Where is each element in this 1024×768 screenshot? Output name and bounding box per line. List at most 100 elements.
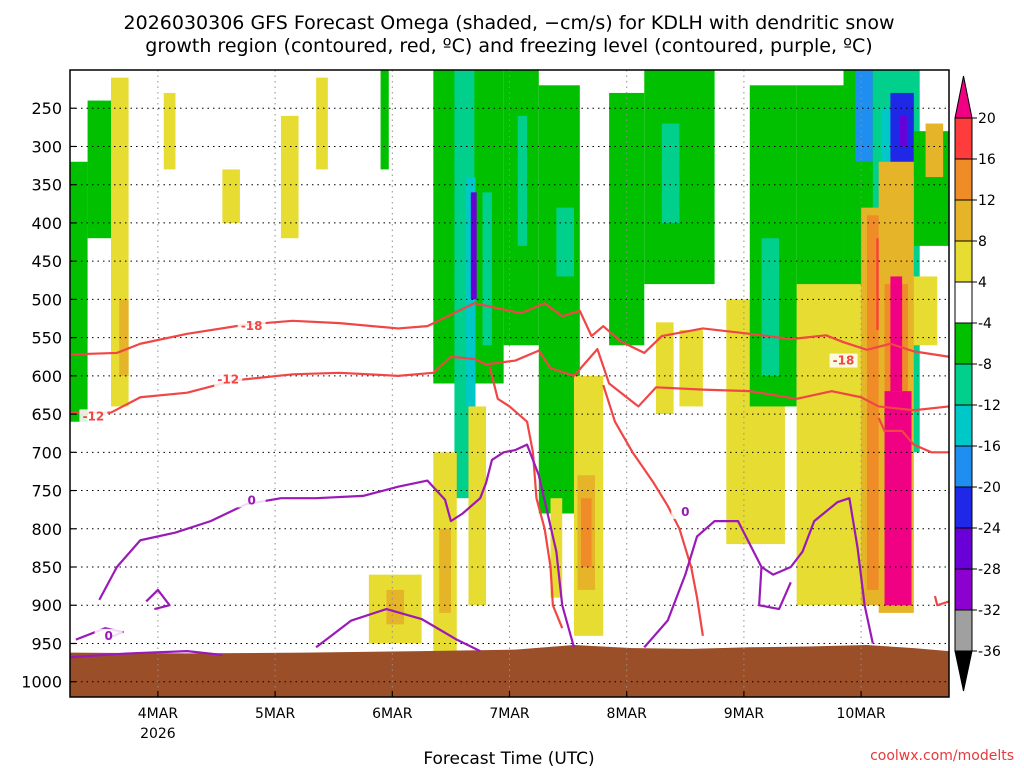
omega-cell-13: [466, 177, 476, 407]
colorbar-label-9: 4: [978, 275, 987, 291]
colorbar-swatch-1: [954, 609, 973, 652]
xtick-label-9MAR: 9MAR: [724, 706, 765, 722]
omega-cell-7: [316, 77, 328, 170]
omega-cell-6: [280, 115, 299, 239]
xtick-label-4MAR: 4MAR: [138, 706, 179, 722]
contour-label-dgz-minus-12-upper: -12: [217, 373, 239, 387]
omega-cell-31: [679, 329, 703, 407]
ytick-label-450: 450: [31, 252, 62, 271]
omega-cell-22: [556, 207, 574, 277]
contour-dgz-minus-12-right: [602, 384, 704, 636]
contour-freezing-level-right: [643, 497, 874, 649]
colorbar-swatch-12: [954, 158, 973, 201]
contour-dgz-minus-18-right-ticks: [877, 417, 949, 454]
xtick-label-6MAR: 6MAR: [372, 706, 413, 722]
y-axis-ticks: 250 300 350 400 450 500 550 600 650 700 750 800 850 9…: [21, 99, 76, 692]
omega-cell-15: [482, 192, 492, 346]
omega-cell-10: [386, 589, 405, 625]
colorbar-label-2: -28: [978, 562, 1001, 578]
ytick-label-900: 900: [31, 596, 62, 615]
contour-lines: -18 -12 -12 -18 0 0 0: [69, 302, 950, 659]
omega-cell-37: [855, 70, 873, 162]
colorbar-bottom-arrow: [954, 650, 973, 692]
ytick-label-600: 600: [31, 367, 62, 386]
contour-label-bg-freezing-level-left-loop: [94, 628, 123, 643]
colorbar-label-7: -8: [978, 357, 992, 373]
colorbar-label-13: 20: [978, 111, 996, 127]
colorbar-swatch-5: [954, 445, 973, 488]
contour-dgz-minus-18: [69, 302, 950, 358]
chart-title-line-2: growth region (contoured, red, ºC) and f…: [145, 35, 872, 57]
colorbar-label-0: -36: [978, 644, 1001, 660]
grid-lines: [70, 70, 949, 697]
omega-cell-18: [468, 406, 487, 606]
omega-cell-41: [899, 115, 907, 147]
omega-cell-30: [656, 322, 674, 415]
ytick-label-750: 750: [31, 482, 62, 501]
colorbar-swatch-10: [954, 240, 973, 283]
colorbar-swatch-9: [954, 281, 973, 324]
colorbar-label-1: -32: [978, 603, 1001, 619]
omega-cell-34: [761, 238, 780, 376]
omega-cell-29: [661, 123, 680, 223]
xtick-label-10MAR: 10MAR: [836, 706, 885, 722]
colorbar-label-6: -12: [978, 398, 1001, 414]
ytick-label-300: 300: [31, 137, 62, 156]
colorbar-label-10: 8: [978, 234, 987, 250]
omega-cell-8: [380, 70, 389, 170]
omega-cell-51: [884, 391, 912, 606]
x-axis-ticks: 4MAR 2026 5MAR 6MAR 7MAR 8MAR 9MAR 10MAR: [138, 691, 886, 742]
omega-cell-26: [580, 498, 592, 568]
colorbar-swatch-8: [954, 322, 973, 365]
terrain: [70, 645, 949, 697]
contour-label-freezing-level-main: 0: [247, 493, 255, 507]
colorbar-swatch-7: [954, 363, 973, 406]
omega-cell-14: [470, 192, 477, 300]
ytick-label-1000: 1000: [21, 673, 62, 692]
contour-label-bg-dgz-minus-12-upper: [214, 372, 243, 387]
ytick-label-700: 700: [31, 443, 62, 462]
ytick-label-850: 850: [31, 558, 62, 577]
xtick-label-8MAR: 8MAR: [607, 706, 648, 722]
colorbar-swatch-3: [954, 527, 973, 570]
contour-label-bg-freezing-level-right: [671, 504, 700, 519]
chart-title-line-1: 2026030306 GFS Forecast Omega (shaded, −…: [124, 12, 895, 34]
x-axis-label: Forecast Time (UTC): [423, 749, 594, 768]
ytick-label-350: 350: [31, 176, 62, 195]
terrain-fill: [70, 645, 949, 697]
colorbar-label-3: -24: [978, 521, 1001, 537]
xtick-label-5MAR: 5MAR: [255, 706, 296, 722]
omega-cell-21: [538, 85, 580, 514]
xtick-label-7MAR: 7MAR: [489, 706, 530, 722]
contour-freezing-level-lower-arc: [315, 607, 481, 653]
contour-dgz-minus-12-upper: [70, 347, 950, 414]
omega-cell-0: [70, 161, 88, 422]
ytick-label-400: 400: [31, 214, 62, 233]
colorbar-label-4: -20: [978, 480, 1001, 496]
colorbar-swatch-13: [954, 117, 973, 160]
contour-dgz-minus-12-lower: [488, 366, 564, 629]
omega-cell-43: [925, 123, 944, 178]
xtick-sublabel-4MAR: 2026: [140, 726, 176, 742]
ytick-label-250: 250: [31, 99, 62, 118]
colorbar: -36 -32 -28 -24 -20 -16 -12 -8 -4 4 8 12 16 20: [954, 75, 1001, 692]
colorbar-swatch-11: [954, 199, 973, 242]
omega-cell-3: [119, 299, 129, 376]
contour-label-freezing-level-left-loop: 0: [104, 629, 112, 643]
omega-cell-52: [890, 276, 903, 392]
contour-label-freezing-level-right: 0: [681, 505, 689, 519]
ytick-label-500: 500: [31, 290, 62, 309]
credit-label: coolwx.com/modelts: [870, 748, 1014, 764]
omega-cell-17: [439, 528, 451, 613]
contour-dgz-minus-12-box: [933, 595, 950, 607]
omega-cell-28: [644, 70, 715, 285]
colorbar-swatch-4: [954, 486, 973, 529]
colorbar-swatch-2: [954, 568, 973, 611]
omega-cell-1: [87, 100, 112, 239]
colorbar-top-arrow: [954, 75, 973, 119]
ytick-label-650: 650: [31, 405, 62, 424]
ytick-label-800: 800: [31, 520, 62, 539]
contour-label-bg-dgz-minus-18: [237, 319, 266, 334]
colorbar-label-8: -4: [978, 316, 992, 332]
